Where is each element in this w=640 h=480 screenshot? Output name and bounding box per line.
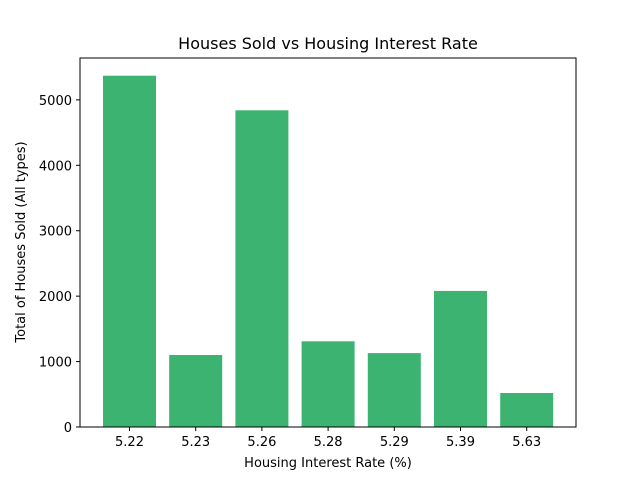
bar-5-22 [103,75,156,427]
plot-frame [79,57,577,428]
y-tick-label: 1000 [39,356,72,371]
x-tick-label: 5.63 [512,435,541,450]
x-tick-label: 5.39 [446,435,475,450]
bar-5-29 [367,353,421,427]
x-tick-label: 5.28 [314,435,343,450]
bar-5-26 [235,110,289,428]
bars-group [103,75,554,428]
x-axis-title: Housing Interest Rate (%) [244,456,412,471]
x-axis: 5.22 5.23 5.26 5.28 5.29 5.39 5.63 [115,427,541,450]
y-tick-label: 2000 [39,290,72,305]
y-axis-title: Total of Houses Sold (All types) [14,141,29,343]
x-tick-label: 5.29 [380,435,409,450]
y-tick-label: 3000 [39,225,72,240]
bar-5-28 [301,341,355,427]
bar-5-39 [434,290,487,427]
chart-title: Houses Sold vs Housing Interest Rate [178,34,478,53]
bar-5-63 [500,393,554,427]
x-tick-label: 5.22 [115,435,144,450]
y-tick-label: 0 [64,421,72,436]
bar-5-23 [169,355,223,427]
y-axis: 0 1000 2000 3000 4000 5000 [39,94,80,436]
x-tick-label: 5.23 [181,435,210,450]
y-tick-label: 5000 [39,94,72,109]
x-tick-label: 5.26 [247,435,276,450]
y-tick-label: 4000 [39,159,72,174]
